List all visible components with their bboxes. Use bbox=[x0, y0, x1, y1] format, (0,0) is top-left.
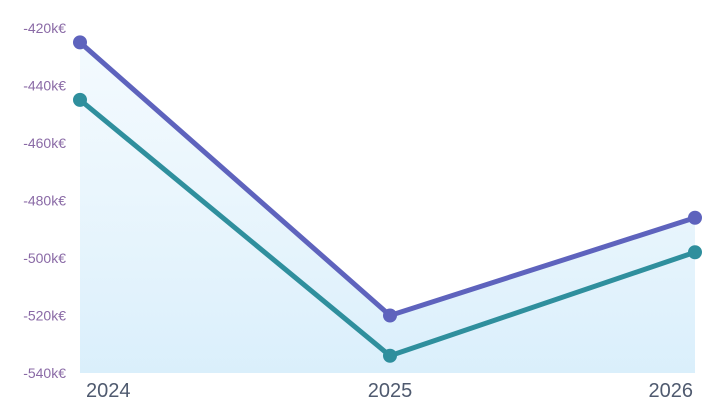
series-layer bbox=[73, 35, 702, 363]
y-tick-label: -480k€ bbox=[23, 193, 66, 209]
y-tick-label: -440k€ bbox=[23, 78, 66, 94]
series-2-point bbox=[383, 348, 397, 363]
x-tick-label: 2025 bbox=[368, 380, 413, 402]
series-2-point bbox=[73, 92, 87, 107]
y-tick-label: -540k€ bbox=[23, 365, 66, 381]
series-1-point bbox=[73, 35, 87, 50]
area-layer bbox=[80, 42, 695, 373]
y-tick-label: -460k€ bbox=[23, 135, 66, 151]
x-tick-label: 2026 bbox=[649, 380, 694, 402]
series-2-point bbox=[688, 245, 702, 260]
x-axis: 2024 2025 2026 bbox=[86, 380, 693, 402]
y-tick-label: -500k€ bbox=[23, 250, 66, 266]
y-tick-label: -420k€ bbox=[23, 20, 66, 36]
series-1-point bbox=[688, 210, 702, 225]
y-axis: -420k€ -440k€ -460k€ -480k€ -500k€ -520k€ -540… bbox=[23, 20, 66, 381]
area-fill bbox=[80, 42, 695, 373]
x-tick-label: 2024 bbox=[86, 380, 131, 402]
series-1-point bbox=[383, 308, 397, 323]
y-tick-label: -520k€ bbox=[23, 308, 66, 324]
